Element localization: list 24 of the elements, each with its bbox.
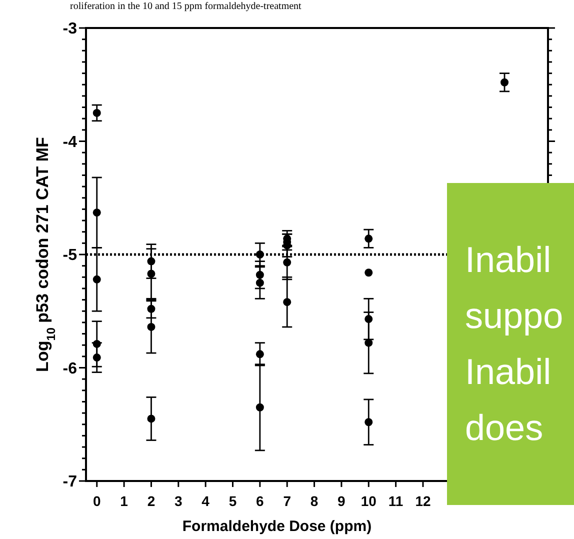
x-tick-label: 12 [415, 493, 431, 509]
y-tick-label: -5 [62, 247, 78, 264]
x-tick-label: 1 [120, 493, 128, 509]
y-tick-label: -3 [62, 20, 78, 38]
x-axis-title: Formaldehyde Dose (ppm) [182, 518, 372, 535]
annotation: Inabil [465, 351, 552, 392]
y-tick-label: -7 [62, 474, 78, 491]
x-tick-label: 3 [174, 493, 182, 509]
annotation: suppo [465, 295, 564, 336]
x-tick-label: 4 [202, 493, 210, 509]
y-tick-label: -4 [62, 134, 78, 151]
x-tick-label: 6 [256, 493, 264, 509]
x-tick-label: 8 [310, 493, 318, 509]
x-tick-label: 2 [147, 493, 156, 509]
annotation: Inabil [465, 239, 552, 280]
x-tick-label: 10 [360, 493, 377, 509]
x-tick-label: 5 [228, 493, 237, 509]
x-tick-label: 11 [388, 493, 404, 509]
text: roliferation in the 10 and 15 ppm formaldehyde-treatment [70, 1, 302, 12]
x-tick-label: 0 [92, 493, 101, 509]
y-tick-label: -6 [62, 360, 78, 378]
x-tick-label: 9 [338, 493, 346, 509]
x-tick-label: 7 [283, 493, 292, 509]
annotation: does [465, 407, 544, 448]
